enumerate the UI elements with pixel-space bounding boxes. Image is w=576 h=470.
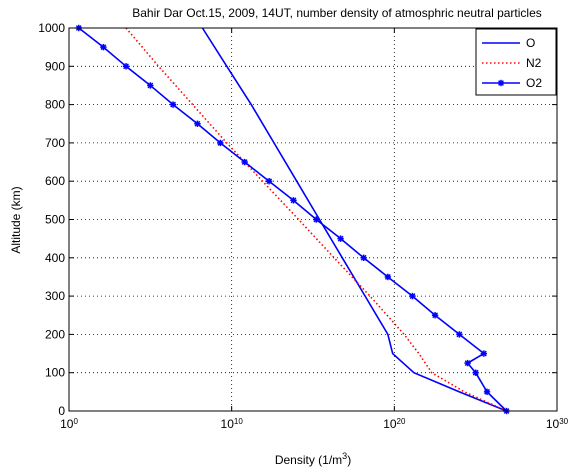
series-o2-marker bbox=[360, 254, 367, 261]
series-o2-marker bbox=[409, 292, 416, 300]
series-o2-marker bbox=[384, 273, 392, 281]
legend: O N2 O2 bbox=[475, 28, 557, 96]
chart-title: Bahir Dar Oct.15, 2009, 14UT, number den… bbox=[132, 6, 542, 20]
y-axis-label: Altitude (km) bbox=[9, 186, 23, 253]
y-tick-label: 800 bbox=[45, 98, 65, 112]
series-o2-marker bbox=[122, 63, 130, 70]
y-tick-label: 600 bbox=[45, 174, 65, 188]
series-o2-marker bbox=[431, 312, 439, 319]
series-o2-marker bbox=[483, 388, 491, 396]
y-tick-label: 300 bbox=[45, 289, 65, 303]
series-o2-marker bbox=[290, 197, 297, 204]
series-o2-marker bbox=[169, 101, 177, 108]
series-o2-marker bbox=[217, 139, 224, 147]
x-axis-label: Density (1/m3) bbox=[275, 451, 351, 467]
series-n2-line bbox=[125, 27, 507, 412]
series-o2-marker bbox=[337, 235, 344, 242]
y-tick-label: 1000 bbox=[38, 21, 65, 35]
y-tick-label: 0 bbox=[58, 404, 65, 418]
y-tick-label: 900 bbox=[45, 59, 65, 73]
series-o2-marker bbox=[147, 82, 154, 89]
legend-n2-label: N2 bbox=[526, 56, 542, 70]
y-tick-label: 400 bbox=[45, 251, 65, 265]
series-o2-marker bbox=[456, 331, 463, 338]
x-tick-label: 1020 bbox=[383, 417, 406, 432]
series-o2-marker bbox=[472, 369, 479, 376]
x-tick-label: 1030 bbox=[546, 417, 569, 432]
series-o2-marker bbox=[313, 216, 320, 223]
series-o2-line bbox=[78, 27, 508, 412]
y-tick-label: 500 bbox=[45, 213, 65, 227]
x-tick-label: 1010 bbox=[221, 417, 244, 432]
series-o2-marker bbox=[241, 158, 248, 166]
series-o2-marker bbox=[480, 350, 488, 357]
y-tick-label: 100 bbox=[45, 366, 65, 380]
grid-lines bbox=[69, 28, 557, 411]
axis-ticks bbox=[68, 27, 558, 412]
y-tick-label: 700 bbox=[45, 136, 65, 150]
series-o2-marker bbox=[100, 43, 107, 51]
x-tick-labels: 100 1010 1020 1030 bbox=[60, 417, 569, 432]
legend-o2-marker bbox=[497, 79, 505, 87]
series-o2-marker bbox=[464, 359, 471, 367]
series-layer bbox=[75, 24, 510, 415]
y-tick-label: 200 bbox=[45, 327, 65, 341]
series-o-line bbox=[201, 27, 507, 412]
y-tick-labels: 0 100 200 300 400 500 600 700 800 900 1000 bbox=[38, 21, 65, 418]
legend-o-label: O bbox=[526, 36, 535, 50]
legend-o2-label: O2 bbox=[526, 76, 542, 90]
legend-box bbox=[475, 28, 557, 96]
series-o2-marker bbox=[194, 120, 201, 127]
series-o2-marker bbox=[265, 178, 273, 185]
x-tick-label: 100 bbox=[60, 417, 78, 432]
